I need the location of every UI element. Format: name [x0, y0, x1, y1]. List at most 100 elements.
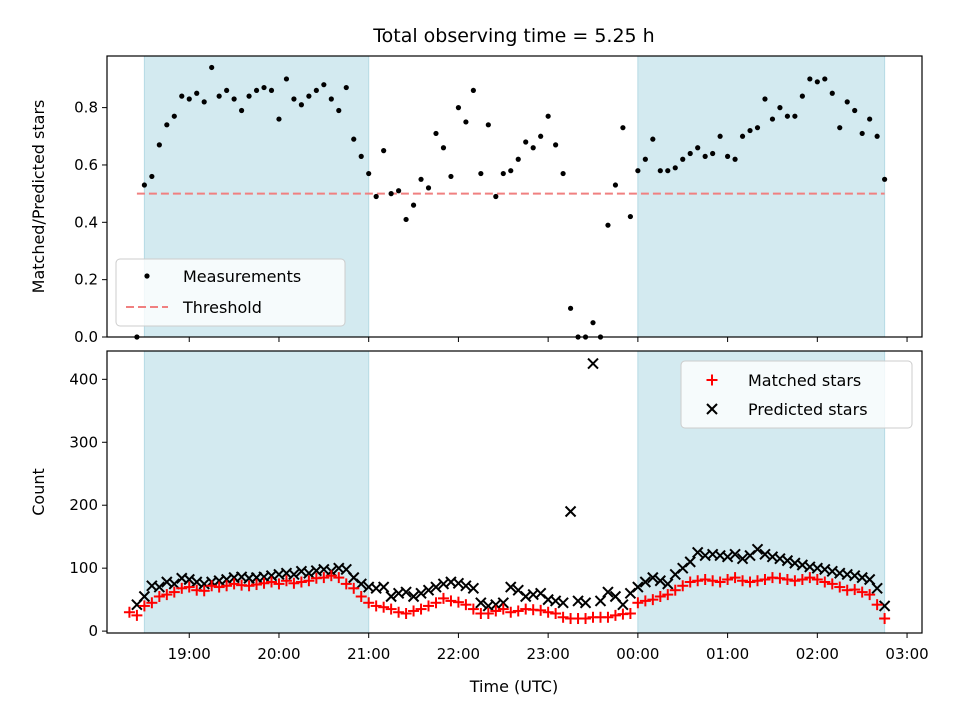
- matched-star-point: [811, 573, 823, 585]
- measurement-point: [261, 84, 267, 91]
- y-tick-label: 0.6: [74, 156, 98, 174]
- measurement-point: [635, 168, 641, 174]
- measurement-point: [455, 105, 462, 111]
- measurement-point: [351, 136, 357, 142]
- marker-stroke: [534, 587, 547, 600]
- predicted-star-point: [303, 567, 315, 579]
- marker-stroke: [370, 582, 382, 595]
- marker-stroke: [691, 546, 704, 559]
- matched-star-point: [497, 603, 509, 615]
- matched-star-point: [871, 599, 883, 611]
- marker-stroke: [377, 581, 390, 593]
- predicted-star-point: [579, 597, 592, 609]
- measurement-point: [702, 153, 708, 159]
- matched-star-point: [228, 578, 240, 590]
- marker-stroke: [475, 597, 487, 609]
- predicted-star-point: [684, 556, 696, 568]
- matched-star-point: [632, 597, 644, 609]
- matched-star-point: [819, 576, 831, 588]
- measurement-point: [695, 145, 701, 151]
- measurement-point: [396, 188, 402, 194]
- measurement-point: [478, 170, 484, 177]
- measurement-point: [545, 113, 551, 119]
- predicted-star-point: [781, 554, 794, 567]
- marker-stroke: [721, 551, 734, 563]
- y-tick-label: 200: [69, 496, 98, 514]
- predicted-star-point: [871, 582, 883, 595]
- measurement-point: [238, 107, 245, 114]
- measurement-point: [710, 150, 716, 157]
- measurement-point: [844, 99, 850, 105]
- matched-star-point: [221, 580, 233, 592]
- marker-stroke: [243, 572, 255, 584]
- predicted-star-point: [415, 587, 427, 600]
- marker-stroke: [168, 578, 181, 590]
- measurement-point: [680, 156, 686, 162]
- marker-stroke: [407, 590, 420, 603]
- matched-star-point: [452, 596, 464, 608]
- marker-stroke: [699, 549, 711, 562]
- measurement-point: [381, 148, 387, 154]
- matched-star-point: [213, 581, 225, 593]
- measurement-point: [650, 136, 656, 142]
- y-tick-label: 0.0: [74, 328, 98, 346]
- marker-stroke: [422, 584, 435, 596]
- measurement-point: [822, 76, 828, 82]
- measurement-point: [433, 130, 439, 137]
- measurement-point: [799, 93, 805, 99]
- measurement-point: [769, 116, 776, 122]
- matched-star-point: [692, 575, 704, 587]
- measurement-point: [470, 87, 476, 94]
- matched-star-point: [707, 575, 719, 587]
- marker-stroke: [273, 568, 285, 581]
- matched-star-point: [288, 577, 300, 589]
- marker-stroke: [579, 597, 592, 609]
- measurement-point: [665, 168, 671, 174]
- marker-stroke: [452, 577, 465, 589]
- measurement-point: [141, 182, 147, 188]
- bottom-legend: Matched stars Predicted stars: [680, 360, 913, 429]
- measurement-point: [807, 76, 813, 82]
- measurement-point: [373, 193, 379, 200]
- matched-star-point: [370, 600, 382, 612]
- measurement-point: [164, 122, 170, 128]
- measurement-point: [336, 107, 342, 114]
- matched-star-point: [363, 597, 375, 609]
- matched-star-point: [423, 600, 435, 612]
- matched-star-point: [408, 605, 420, 617]
- matched-star-point: [146, 597, 158, 609]
- predicted-star-point: [751, 543, 764, 555]
- predicted-star-point: [475, 597, 487, 609]
- y-tick-label: 300: [69, 433, 98, 451]
- matched-star-point: [737, 575, 749, 587]
- matched-star-point: [804, 572, 816, 584]
- predicted-star-point: [639, 576, 652, 588]
- measurement-point: [732, 156, 738, 162]
- matched-star-point: [153, 590, 165, 602]
- measurement-point: [485, 122, 491, 128]
- measurement-point: [829, 90, 835, 96]
- measurement-point: [792, 113, 798, 119]
- matched-star-point: [251, 579, 263, 591]
- measurement-point: [859, 130, 865, 137]
- y-tick-label: 0.8: [74, 99, 98, 117]
- predicted-star-point: [602, 586, 614, 598]
- marker-stroke: [265, 570, 278, 582]
- matched-star-point: [280, 575, 292, 587]
- matched-star-point: [879, 613, 891, 625]
- measurement-point: [687, 150, 693, 157]
- marker-stroke: [348, 571, 360, 584]
- x-tick-label: 00:00: [616, 645, 659, 663]
- predicted-star-point: [721, 551, 734, 563]
- marker-stroke: [602, 586, 614, 598]
- matched-star-point: [796, 573, 808, 585]
- measurement-point: [306, 93, 312, 99]
- x-tick-label: 20:00: [257, 645, 300, 663]
- predicted-star-point: [632, 581, 644, 593]
- predicted-star-point: [288, 568, 300, 581]
- x-tick-label: 02:00: [796, 645, 839, 663]
- marker-stroke: [482, 600, 495, 612]
- measurement-point: [553, 142, 559, 148]
- measurement-point: [388, 191, 394, 197]
- matched-star-point: [654, 590, 666, 602]
